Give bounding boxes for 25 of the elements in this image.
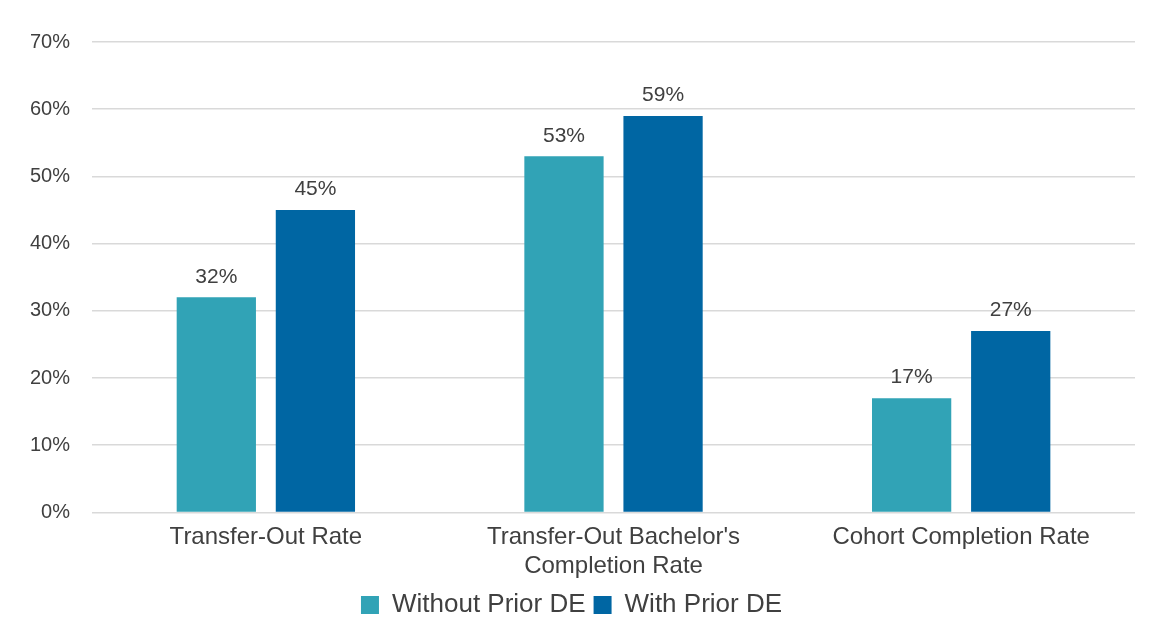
bar <box>275 210 356 512</box>
x-tick-label: Transfer-Out Rate <box>169 522 363 550</box>
data-label: 45% <box>294 176 337 200</box>
y-tick-label: 10% <box>30 432 71 455</box>
data-label: 17% <box>890 364 933 388</box>
x-tick-label: Transfer-Out Bachelor's Completion Rate <box>486 522 741 579</box>
y-tick-label: 50% <box>30 163 71 186</box>
y-tick-label: 60% <box>30 96 71 119</box>
data-label: 53% <box>542 122 585 146</box>
bar <box>176 297 256 512</box>
x-tick-label: Cohort Completion Rate <box>832 522 1090 550</box>
data-label: 32% <box>195 263 238 287</box>
y-tick-label: 70% <box>30 29 71 52</box>
y-tick-label: 20% <box>30 365 71 388</box>
bar <box>872 398 952 512</box>
bar <box>524 156 604 512</box>
data-label: 59% <box>642 82 685 106</box>
legend-label: Without Prior DE <box>391 588 586 619</box>
legend-label: With Prior DE <box>624 588 783 619</box>
y-tick-label: 30% <box>30 298 71 321</box>
y-tick-label: 40% <box>30 231 71 254</box>
data-label: 27% <box>989 297 1032 321</box>
bar <box>623 115 703 512</box>
y-tick-label: 0% <box>41 499 71 522</box>
bar <box>971 330 1051 512</box>
